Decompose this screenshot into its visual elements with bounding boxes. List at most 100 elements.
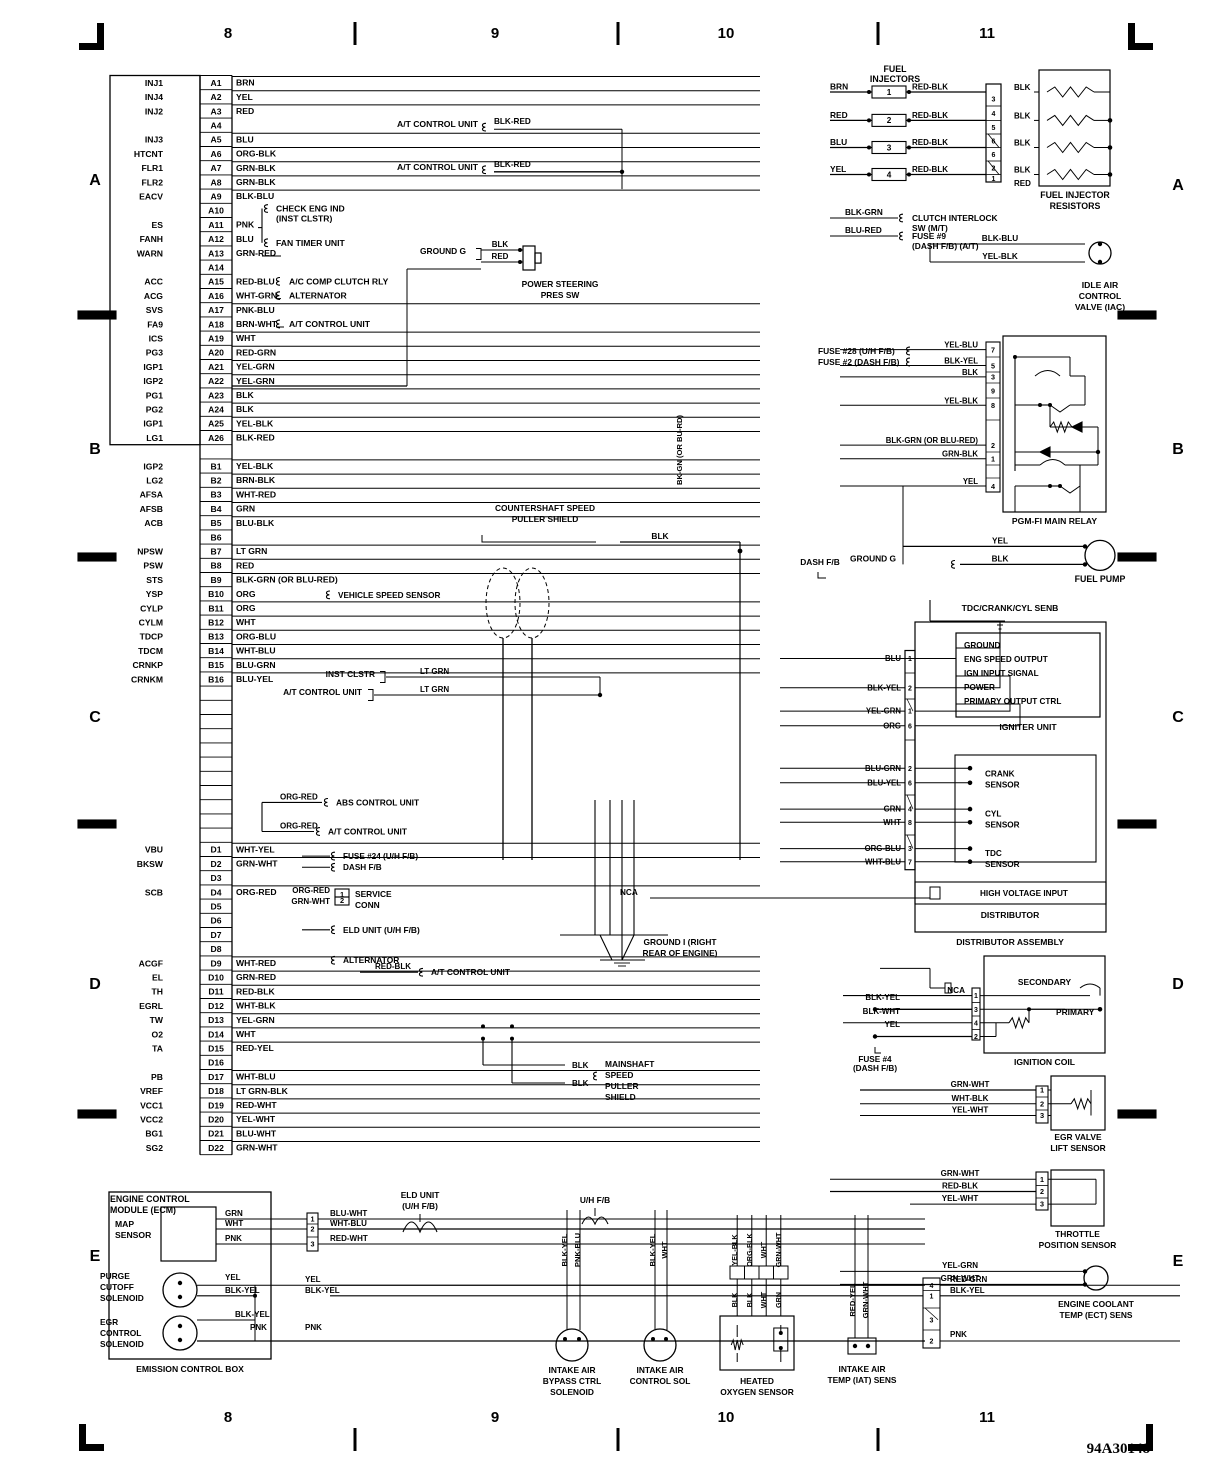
svg-text:1: 1	[311, 1215, 315, 1224]
svg-text:2: 2	[908, 685, 912, 692]
svg-text:BLK: BLK	[745, 1292, 754, 1308]
svg-text:2: 2	[340, 896, 344, 905]
svg-text:3: 3	[1040, 1200, 1044, 1209]
svg-text:BLU-WHT: BLU-WHT	[236, 1128, 277, 1138]
svg-text:YEL-BLK: YEL-BLK	[944, 396, 978, 405]
svg-text:BKSW: BKSW	[137, 859, 164, 869]
svg-text:2: 2	[908, 766, 912, 773]
svg-text:D: D	[89, 976, 101, 993]
svg-text:RED: RED	[1014, 179, 1031, 188]
svg-text:D13: D13	[208, 1015, 224, 1025]
svg-text:ELD UNIT (U/H F/B): ELD UNIT (U/H F/B)	[343, 925, 420, 935]
svg-text:A/T CONTROL UNIT: A/T CONTROL UNIT	[328, 827, 408, 837]
svg-text:GROUND I (RIGHT: GROUND I (RIGHT	[643, 937, 717, 947]
svg-text:LG2: LG2	[146, 476, 163, 486]
svg-text:10: 10	[718, 1409, 735, 1426]
svg-text:GRN-WHT: GRN-WHT	[291, 897, 330, 906]
svg-text:GRN-WHT: GRN-WHT	[861, 1281, 870, 1318]
svg-text:ORG-RED: ORG-RED	[280, 822, 318, 831]
svg-text:94A30148: 94A30148	[1087, 1441, 1150, 1457]
svg-text:4: 4	[974, 1020, 978, 1027]
svg-text:DISTRIBUTOR: DISTRIBUTOR	[981, 910, 1040, 920]
svg-text:COUNTERSHAFT SPEED: COUNTERSHAFT SPEED	[495, 503, 595, 513]
svg-text:4: 4	[992, 111, 996, 118]
svg-text:ORG-RED: ORG-RED	[236, 887, 277, 897]
svg-text:7: 7	[908, 859, 912, 866]
svg-text:D14: D14	[208, 1029, 224, 1039]
svg-text:ABS CONTROL UNIT: ABS CONTROL UNIT	[336, 797, 420, 807]
svg-text:YEL-WHT: YEL-WHT	[236, 1114, 276, 1124]
svg-text:BLK-GRN (OR BLU-RED): BLK-GRN (OR BLU-RED)	[886, 436, 979, 445]
svg-text:BLK: BLK	[572, 1061, 589, 1070]
svg-text:RED: RED	[236, 106, 254, 116]
svg-text:PRIMARY OUTPUT CTRL: PRIMARY OUTPUT CTRL	[964, 697, 1061, 706]
svg-text:2: 2	[930, 1339, 934, 1346]
svg-text:EL: EL	[152, 973, 163, 983]
svg-text:A8: A8	[211, 177, 222, 187]
svg-text:FAN TIMER UNIT: FAN TIMER UNIT	[276, 238, 345, 248]
svg-text:ELD UNIT: ELD UNIT	[401, 1190, 441, 1200]
svg-text:11: 11	[979, 25, 995, 42]
svg-text:B1: B1	[211, 461, 222, 471]
svg-text:B9: B9	[211, 575, 222, 585]
svg-text:INJ4: INJ4	[145, 92, 163, 102]
svg-text:HIGH VOLTAGE INPUT: HIGH VOLTAGE INPUT	[980, 889, 1068, 898]
svg-text:RESISTORS: RESISTORS	[1050, 201, 1101, 211]
svg-text:BLK-GRN (OR BLU-RED): BLK-GRN (OR BLU-RED)	[236, 575, 338, 585]
svg-text:D6: D6	[211, 916, 222, 926]
svg-text:HEATED: HEATED	[740, 1376, 774, 1386]
svg-text:SERVICE: SERVICE	[355, 889, 392, 899]
svg-text:C: C	[1172, 709, 1184, 726]
svg-text:A11: A11	[208, 220, 224, 230]
svg-text:D1: D1	[211, 845, 222, 855]
svg-text:ENG SPEED OUTPUT: ENG SPEED OUTPUT	[964, 655, 1048, 664]
svg-text:D3: D3	[211, 873, 222, 883]
svg-text:INJ2: INJ2	[145, 106, 163, 116]
svg-text:WHT-GRN: WHT-GRN	[236, 291, 277, 301]
svg-text:11: 11	[979, 1409, 995, 1426]
svg-text:AFSA: AFSA	[140, 490, 163, 500]
svg-text:CRNKM: CRNKM	[131, 674, 163, 684]
svg-text:FUSE #4: FUSE #4	[858, 1055, 892, 1064]
svg-text:CRANK: CRANK	[985, 770, 1015, 779]
svg-text:A/C COMP CLUTCH RLY: A/C COMP CLUTCH RLY	[289, 276, 389, 286]
svg-text:A17: A17	[208, 305, 224, 315]
svg-text:SENSOR: SENSOR	[985, 821, 1020, 830]
svg-text:A22: A22	[208, 376, 224, 386]
svg-text:ACG: ACG	[144, 291, 163, 301]
svg-text:OXYGEN SENSOR: OXYGEN SENSOR	[720, 1387, 794, 1397]
svg-text:ACC: ACC	[144, 277, 163, 287]
svg-text:B4: B4	[211, 504, 222, 514]
svg-text:GRN: GRN	[774, 1292, 783, 1308]
svg-text:(DASH F/B) (A/T): (DASH F/B) (A/T)	[912, 241, 979, 251]
svg-text:3: 3	[887, 143, 892, 152]
svg-text:WHT: WHT	[759, 1291, 768, 1308]
svg-text:BLU-GRN: BLU-GRN	[236, 660, 276, 670]
svg-text:SG2: SG2	[146, 1143, 163, 1153]
svg-text:BLK: BLK	[1014, 166, 1031, 175]
svg-text:B10: B10	[208, 589, 224, 599]
svg-text:GRN-BLK: GRN-BLK	[236, 163, 276, 173]
svg-text:2: 2	[1040, 1187, 1044, 1196]
svg-text:TDCM: TDCM	[138, 646, 163, 656]
svg-text:MAINSHAFT: MAINSHAFT	[605, 1059, 655, 1069]
svg-text:RED-BLK: RED-BLK	[912, 111, 948, 120]
svg-text:GROUND: GROUND	[964, 641, 1000, 650]
svg-text:E: E	[90, 1248, 101, 1265]
svg-text:A/T CONTROL UNIT: A/T CONTROL UNIT	[283, 687, 363, 697]
svg-text:PNK: PNK	[950, 1330, 967, 1339]
svg-text:YEL-BLK: YEL-BLK	[236, 461, 274, 471]
svg-text:VBU: VBU	[145, 845, 163, 855]
svg-text:YEL-GRN: YEL-GRN	[236, 1015, 275, 1025]
svg-text:WHT: WHT	[236, 1029, 256, 1039]
svg-text:A26: A26	[208, 433, 224, 443]
svg-text:A24: A24	[208, 405, 224, 415]
svg-text:RED-BLK: RED-BLK	[942, 1182, 978, 1191]
svg-text:BLK: BLK	[492, 240, 509, 249]
svg-text:D2: D2	[211, 859, 222, 869]
svg-text:D20: D20	[208, 1115, 224, 1125]
svg-text:A23: A23	[208, 390, 224, 400]
svg-text:B: B	[1172, 441, 1184, 458]
svg-text:PGM-FI MAIN RELAY: PGM-FI MAIN RELAY	[1012, 516, 1097, 526]
svg-text:D8: D8	[211, 944, 222, 954]
